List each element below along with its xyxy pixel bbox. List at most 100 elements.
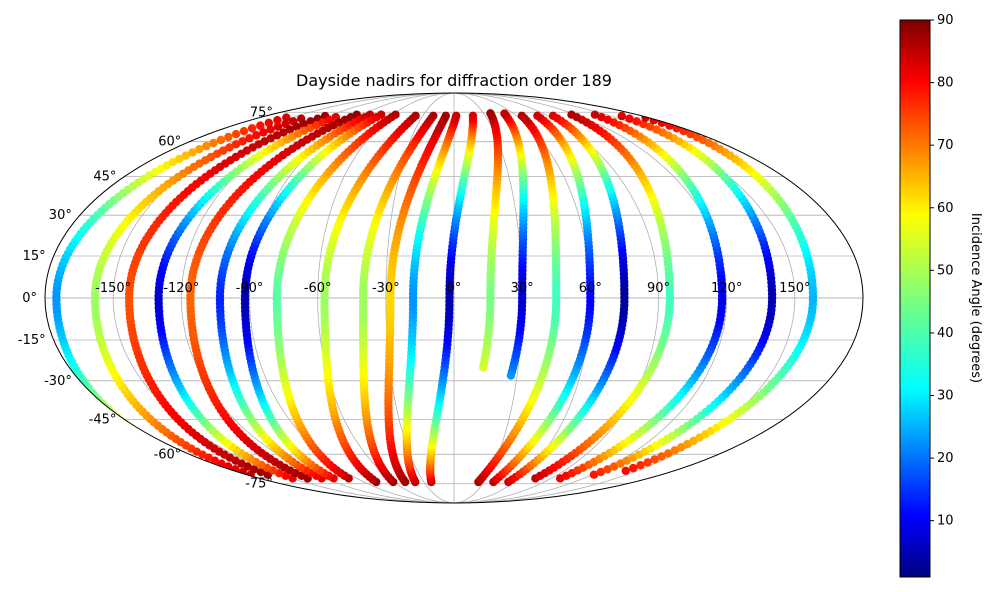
nadir-point <box>596 467 605 477</box>
nadir-point <box>306 117 315 126</box>
nadir-point <box>548 111 558 121</box>
nadir-point <box>206 463 215 473</box>
nadir-point <box>146 436 156 446</box>
nadir-track <box>124 111 330 479</box>
lon-tick-label: 0° <box>447 281 462 296</box>
lat-tick-label: -30° <box>44 374 72 389</box>
nadir-point <box>609 462 619 471</box>
nadir-point <box>625 114 634 123</box>
nadir-point <box>231 140 241 149</box>
lat-tick-label: 30° <box>49 208 72 223</box>
nadir-point <box>664 449 673 458</box>
nadir-point <box>657 452 666 461</box>
nadir-track <box>402 111 461 487</box>
nadir-point <box>216 135 226 145</box>
nadir-point <box>224 132 233 142</box>
nadir-track <box>320 111 420 487</box>
nadir-point <box>266 125 275 134</box>
nadir-point <box>629 463 638 473</box>
nadir-point <box>209 138 218 148</box>
colorbar-gradient <box>899 19 931 578</box>
nadir-point <box>643 458 652 467</box>
nadir-point <box>468 111 478 121</box>
nadir-point <box>312 121 321 130</box>
nadir-tracks <box>52 109 818 487</box>
lat-tick-label: -45° <box>89 412 117 427</box>
lat-tick-label: 0° <box>22 291 37 306</box>
colorbar-ticks: 10 20 30 40 50 60 70 80 90 <box>930 13 954 529</box>
nadir-point <box>273 116 282 125</box>
lon-tick-label: 90° <box>647 281 670 296</box>
nadir-point <box>632 117 641 126</box>
lat-tick-label: -75° <box>245 477 273 492</box>
nadir-point <box>249 465 259 474</box>
nadir-track <box>384 111 450 487</box>
nadir-point <box>168 157 178 167</box>
nadir-point <box>650 455 659 464</box>
chart-title: Dayside nadirs for diffraction order 189 <box>296 71 612 90</box>
nadir-track <box>531 110 675 483</box>
lat-tick-label: 15° <box>23 249 46 264</box>
nadir-point <box>121 420 130 429</box>
nadir-point <box>198 461 208 470</box>
colorbar-tick-label: 30 <box>937 389 954 404</box>
nadir-track <box>556 110 727 483</box>
nadir-point <box>452 111 461 121</box>
nadir-track <box>500 109 528 380</box>
map-outline <box>44 92 864 504</box>
nadir-point <box>162 161 171 170</box>
nadir-point <box>239 127 249 136</box>
nadir-track <box>504 111 629 487</box>
nadir-point <box>247 124 257 133</box>
lon-tick-label: -30° <box>372 281 400 296</box>
nadir-track <box>479 109 503 372</box>
nadir-point <box>617 111 626 121</box>
nadir-track <box>215 110 375 483</box>
colorbar-tick-label: 40 <box>937 326 954 341</box>
nadir-track <box>489 111 595 487</box>
nadir-point <box>391 110 400 119</box>
nadir-point <box>219 146 228 155</box>
lon-tick-label: -120° <box>163 281 199 296</box>
nadir-track <box>358 111 438 487</box>
nadir-point <box>252 131 261 140</box>
nadir-point <box>441 111 450 121</box>
nadir-point <box>245 134 254 143</box>
colorbar-tick-label: 50 <box>937 263 954 278</box>
nadir-track <box>52 113 291 475</box>
lat-tick-label: 45° <box>93 170 116 185</box>
nadir-point <box>264 118 273 128</box>
lat-tick-label: 75° <box>250 105 273 120</box>
nadir-point <box>533 111 542 121</box>
nadir-point <box>256 121 265 130</box>
nadir-point <box>645 122 655 131</box>
nadir-track <box>186 110 361 483</box>
lon-tick-label: 150° <box>779 281 810 296</box>
nadir-track <box>589 111 777 479</box>
colorbar-tick-label: 90 <box>937 13 954 28</box>
colorbar-tick-label: 10 <box>937 514 954 529</box>
nadir-point <box>275 469 284 478</box>
nadir-point <box>616 459 625 468</box>
nadir-point <box>677 443 686 452</box>
nadir-point <box>292 122 301 131</box>
lat-tick-label: 60° <box>158 135 181 150</box>
nadir-point <box>589 470 599 479</box>
lat-tick-label: -15° <box>18 333 46 348</box>
nadir-point <box>597 113 606 122</box>
nadir-point <box>500 109 509 118</box>
latitude-tick-labels: 75° 60° 45° 30° 15° 0° -15° -30° -45° -60° -75° <box>18 105 273 491</box>
colorbar: 10 20 30 40 50 60 70 80 90 Incidence Angle (degr… <box>899 13 983 578</box>
nadir-point <box>181 151 190 160</box>
colorbar-tick-label: 80 <box>937 76 954 91</box>
nadir-point <box>639 119 648 129</box>
nadir-point <box>214 466 223 475</box>
nadir-point <box>652 125 661 134</box>
lon-tick-label: 30° <box>511 281 534 296</box>
nadir-track <box>154 113 340 483</box>
nadir-point <box>590 110 600 119</box>
nadir-point <box>273 122 283 131</box>
nadir-point <box>256 467 266 477</box>
colorbar-tick-label: 70 <box>937 138 954 153</box>
